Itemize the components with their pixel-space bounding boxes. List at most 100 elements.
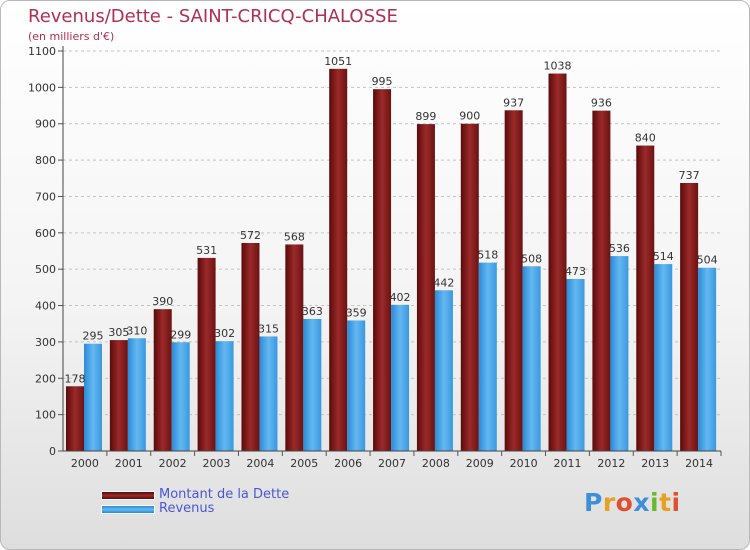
- data-label-revenus-2012: 536: [609, 242, 630, 255]
- bar-dette-2002: [153, 309, 172, 451]
- x-tick-label-2007: 2007: [378, 457, 406, 470]
- legend-label-revenus: Revenus: [159, 501, 215, 516]
- bar-revenus-2008: [434, 290, 453, 451]
- chart-legend: Montant de la Dette Revenus: [101, 488, 289, 516]
- legend-label-dette: Montant de la Dette: [159, 487, 290, 502]
- chart-subtitle: (en milliers d'€): [28, 30, 115, 43]
- bar-dette-2000: [66, 386, 84, 451]
- proxiti-logo: Proxiti: [584, 488, 681, 517]
- data-label-revenus-2004: 315: [258, 322, 279, 335]
- chart-title: Revenus/Dette - SAINT-CRICQ-CHALOSSE: [28, 6, 398, 27]
- data-label-dette-2006: 1051: [324, 55, 352, 68]
- y-tick-label: 200: [35, 372, 56, 385]
- data-label-revenus-2005: 363: [302, 305, 323, 318]
- data-label-revenus-2013: 514: [653, 250, 674, 263]
- bar-dette-2008: [416, 124, 435, 451]
- y-tick-label: 600: [35, 227, 56, 240]
- data-label-dette-2005: 568: [284, 230, 305, 243]
- data-label-revenus-2007: 402: [390, 291, 411, 304]
- bar-revenus-2006: [347, 320, 366, 451]
- bar-revenus-2009: [478, 262, 497, 451]
- bar-dette-2014: [680, 183, 699, 451]
- y-tick-label: 500: [35, 263, 56, 276]
- data-label-dette-2004: 572: [240, 229, 261, 242]
- data-label-revenus-2008: 442: [433, 276, 454, 289]
- data-label-revenus-2003: 302: [214, 327, 235, 340]
- bar-revenus-2014: [698, 267, 717, 451]
- bar-dette-2013: [636, 145, 655, 451]
- y-tick-label: 400: [35, 300, 56, 313]
- bar-revenus-2012: [610, 256, 629, 451]
- legend-swatch-revenus: [101, 504, 155, 514]
- legend-item-revenus: Revenus: [101, 502, 289, 516]
- bar-revenus-2001: [127, 338, 146, 451]
- bar-dette-2003: [197, 257, 216, 451]
- logo-letter: P: [584, 488, 603, 517]
- bar-dette-2007: [373, 89, 392, 451]
- data-label-dette-2007: 995: [372, 75, 393, 88]
- data-label-dette-2002: 390: [152, 295, 173, 308]
- y-tick-label: 300: [35, 336, 56, 349]
- data-label-revenus-2014: 504: [697, 254, 718, 267]
- bar-dette-2004: [241, 243, 260, 451]
- bar-dette-2009: [460, 123, 479, 452]
- x-tick-label-2008: 2008: [422, 457, 450, 470]
- y-tick-label: 700: [35, 190, 56, 203]
- data-label-revenus-2000: 295: [83, 330, 104, 343]
- bar-revenus-2007: [391, 304, 410, 451]
- y-tick-label: 100: [35, 409, 56, 422]
- bar-revenus-2010: [522, 266, 541, 451]
- bar-revenus-2013: [654, 264, 673, 451]
- data-label-dette-2001: 305: [108, 326, 129, 339]
- logo-letter: o: [615, 488, 634, 517]
- bar-dette-2005: [285, 244, 304, 451]
- data-label-dette-2012: 936: [591, 97, 612, 110]
- x-tick-label-2011: 2011: [553, 457, 581, 470]
- logo-letter: r: [602, 488, 616, 517]
- bar-revenus-2005: [303, 319, 322, 451]
- bar-revenus-2004: [259, 336, 278, 451]
- logo-letter: x: [633, 488, 650, 517]
- bar-revenus-2011: [566, 279, 585, 451]
- y-tick-label: 800: [35, 154, 56, 167]
- x-tick-label-2010: 2010: [510, 457, 538, 470]
- x-tick-label-2009: 2009: [466, 457, 494, 470]
- data-label-dette-2000: 178: [65, 372, 86, 385]
- data-label-dette-2009: 900: [459, 110, 480, 123]
- x-tick-label-2014: 2014: [685, 457, 713, 470]
- x-tick-label-2001: 2001: [115, 457, 143, 470]
- data-label-dette-2011: 1038: [544, 60, 572, 73]
- y-tick-label: 1000: [28, 81, 56, 94]
- x-tick-label-2003: 2003: [203, 457, 231, 470]
- x-tick-label-2000: 2000: [71, 457, 99, 470]
- data-label-revenus-2001: 310: [126, 324, 147, 337]
- data-label-dette-2014: 737: [679, 169, 700, 182]
- bar-revenus-2002: [171, 342, 190, 451]
- logo-letter: i: [671, 488, 681, 517]
- x-tick-label-2004: 2004: [246, 457, 274, 470]
- y-tick-label: 900: [35, 118, 56, 131]
- legend-swatch-dette: [101, 490, 155, 500]
- x-tick-label-2006: 2006: [334, 457, 362, 470]
- x-tick-label-2013: 2013: [641, 457, 669, 470]
- bar-dette-2012: [592, 110, 611, 452]
- bar-revenus-2000: [84, 343, 102, 451]
- logo-letter: i: [650, 488, 660, 517]
- data-label-revenus-2006: 359: [346, 306, 367, 319]
- data-label-revenus-2010: 508: [521, 252, 542, 265]
- logo-letter: t: [659, 488, 672, 517]
- data-label-revenus-2002: 299: [170, 328, 191, 341]
- x-tick-label-2002: 2002: [159, 457, 187, 470]
- data-label-dette-2008: 899: [415, 110, 436, 123]
- data-label-dette-2003: 531: [196, 244, 217, 257]
- bar-dette-2001: [109, 340, 128, 451]
- y-tick-label: 0: [49, 445, 56, 458]
- x-tick-label-2005: 2005: [290, 457, 318, 470]
- y-tick-label: 1100: [28, 45, 56, 58]
- data-label-dette-2013: 840: [635, 132, 656, 145]
- bar-revenus-2003: [215, 341, 234, 451]
- x-tick-label-2012: 2012: [597, 457, 625, 470]
- data-label-revenus-2011: 473: [565, 265, 586, 278]
